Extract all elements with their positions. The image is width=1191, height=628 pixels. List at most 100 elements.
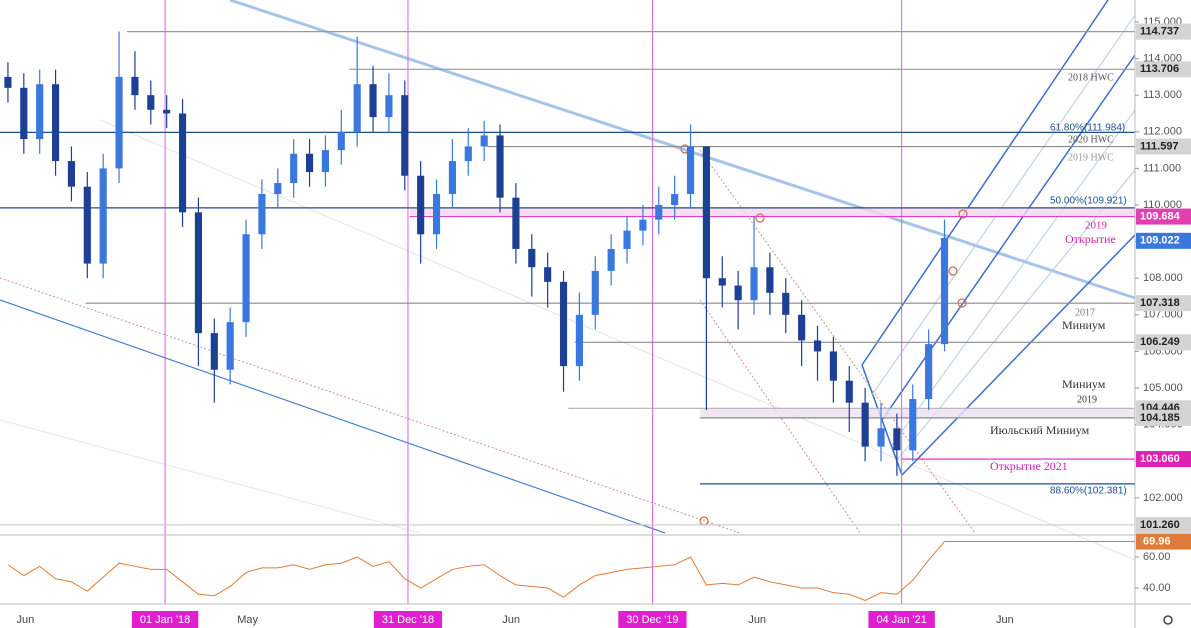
y-tick-label: 110.000 xyxy=(1143,199,1182,211)
candle-body xyxy=(464,146,472,162)
level-tag-label: 101.260 xyxy=(1140,519,1180,531)
candle-body xyxy=(686,146,695,195)
candle-body xyxy=(401,95,409,176)
annotation: 2018 HWC xyxy=(1068,72,1114,83)
x-tick-highlight xyxy=(868,611,935,628)
annotation: Открытие xyxy=(1065,232,1116,246)
level-tag xyxy=(1136,61,1191,78)
y-tick-label: 113.000 xyxy=(1143,89,1182,101)
candle-body xyxy=(67,161,76,187)
rsi-tag xyxy=(1136,533,1191,550)
candle-body xyxy=(925,344,933,400)
annotation: 50.00%(109.921) xyxy=(1050,196,1127,207)
candle-body xyxy=(131,76,139,96)
candle-body xyxy=(496,135,504,198)
level-tag xyxy=(1136,232,1191,249)
candle-body xyxy=(893,428,901,451)
candle-body xyxy=(528,248,536,268)
x-tick-label: Jun xyxy=(748,614,766,626)
level-tag xyxy=(1136,516,1191,533)
x-tick-label: May xyxy=(237,614,258,626)
level-tag-label: 106.249 xyxy=(1140,336,1180,348)
candle-body xyxy=(20,87,28,140)
marks xyxy=(0,0,1135,604)
candle-body xyxy=(51,84,60,162)
drawings xyxy=(0,0,1136,561)
candle-body xyxy=(575,314,583,367)
level-tag-label: 107.318 xyxy=(1140,297,1180,309)
candle-body xyxy=(36,84,44,140)
candle-body xyxy=(480,135,488,147)
candle-body xyxy=(782,292,790,315)
y-tick-label: 60.00 xyxy=(1143,551,1171,563)
x-tick-label: Jun xyxy=(502,614,520,626)
level-tag xyxy=(1136,409,1191,426)
candle-body xyxy=(290,153,298,184)
y-tick-label: 108.000 xyxy=(1143,272,1183,284)
candle-body xyxy=(512,197,520,249)
annotations: 2018 HWC 61.80%(111.984) 2020 HWC 2019 H… xyxy=(990,72,1127,496)
candle-body xyxy=(829,351,837,381)
y-tick-label: 105.000 xyxy=(1143,382,1183,394)
candle-body xyxy=(147,95,155,110)
candle-body xyxy=(115,76,123,169)
candle-body xyxy=(623,230,631,249)
candle-body xyxy=(385,95,393,118)
y-tick-label: 107.000 xyxy=(1143,309,1183,321)
candle-body xyxy=(226,322,234,370)
candle-body xyxy=(750,267,758,301)
candle-body xyxy=(591,270,599,315)
level-tag xyxy=(1136,138,1191,155)
candle-body xyxy=(940,237,949,345)
level-tag xyxy=(1136,208,1191,225)
candle-body xyxy=(909,399,917,451)
annotation: Открытие 2021 xyxy=(990,459,1068,473)
annotation: 2019 xyxy=(1077,394,1097,405)
y-tick-label: 102.000 xyxy=(1143,492,1183,504)
level-tag-label: 113.706 xyxy=(1140,63,1179,75)
candle-body xyxy=(99,168,107,264)
candle-body xyxy=(321,150,329,173)
x-tick-label: Jun xyxy=(996,614,1014,626)
rsi-line xyxy=(7,541,945,601)
candle-body xyxy=(559,281,568,367)
candle-body xyxy=(4,76,12,88)
annotation: 2019 xyxy=(1085,220,1108,232)
level-tag xyxy=(1136,334,1191,351)
annotation: 61.80%(111.984) xyxy=(1050,123,1125,134)
candle-body xyxy=(305,153,314,173)
candle-body xyxy=(274,183,282,195)
candle-body xyxy=(369,84,377,118)
candle-body xyxy=(639,219,647,231)
settings-icon[interactable] xyxy=(1163,615,1173,625)
x-tick-label: 01 Jan '18 xyxy=(140,614,190,626)
level-tag-label: 103.060 xyxy=(1140,453,1180,465)
candle-body xyxy=(766,267,774,293)
level-tag-label: 114.737 xyxy=(1140,25,1179,37)
candle-body xyxy=(258,194,266,235)
candle-body xyxy=(194,212,202,334)
candle-body xyxy=(432,194,441,235)
y-tick-label: 114.000 xyxy=(1143,52,1182,64)
candle-body xyxy=(671,194,679,205)
y-tick-label: 111.000 xyxy=(1143,162,1181,174)
x-tick-highlight xyxy=(618,611,687,628)
x-tick-label: Jun xyxy=(17,614,35,626)
candle-body xyxy=(845,380,853,403)
candle-body xyxy=(718,278,726,286)
candle-body xyxy=(210,333,218,370)
x-tick-label: 31 Dec '18 xyxy=(382,614,434,626)
candle-body xyxy=(417,175,425,235)
candle-body xyxy=(353,84,361,132)
annotation: 2019 HWC xyxy=(1068,152,1114,163)
candle-body xyxy=(655,205,663,220)
level-tag-label: 104.185 xyxy=(1140,412,1180,424)
x-tick-highlight xyxy=(131,611,199,628)
y-tick-label: 40.00 xyxy=(1143,582,1171,594)
candle-body xyxy=(877,428,885,447)
candle-body xyxy=(163,109,171,114)
annotation: Миниум xyxy=(1062,318,1106,332)
candle-body xyxy=(607,248,615,271)
candle-body xyxy=(448,161,456,195)
